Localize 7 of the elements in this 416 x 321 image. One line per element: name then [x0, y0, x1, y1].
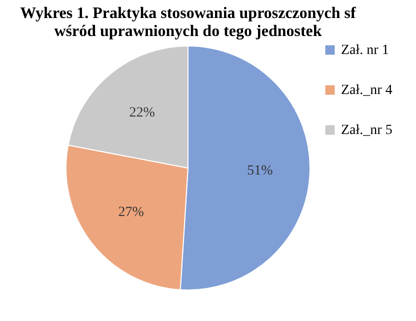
- legend-label: Zał._nr 4: [341, 83, 392, 98]
- legend-label: Zał._nr 5: [341, 123, 392, 138]
- data-label: 51%: [247, 163, 274, 178]
- data-label: 27%: [118, 205, 144, 220]
- chart-title: Wykres 1. Praktyka stosowania uproszczonych sf wśród uprawnionych do tego jednostek: [20, 5, 357, 40]
- data-label: 22%: [129, 106, 156, 121]
- legend-label: Zał. nr 1: [341, 43, 389, 58]
